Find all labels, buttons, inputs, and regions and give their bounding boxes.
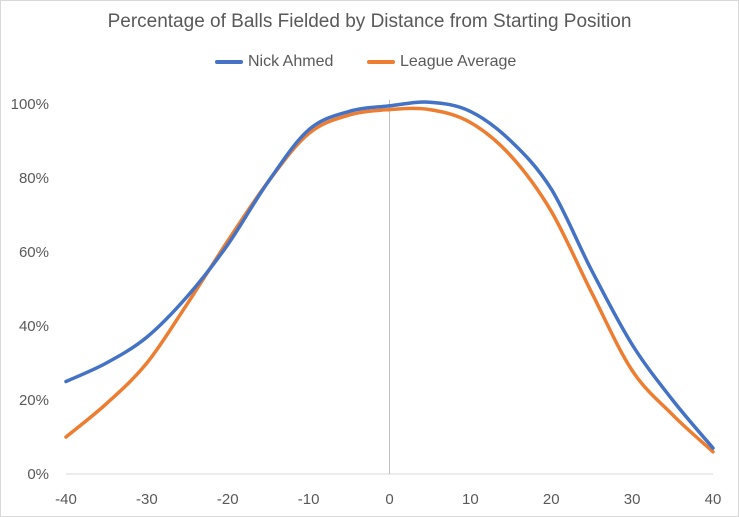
x-tick-label: -40 [55,491,77,508]
x-tick-label: -20 [217,491,239,508]
legend-item-league-average: League Average [367,52,516,72]
y-tick-label: 100% [11,96,49,113]
series-line-league-average [64,106,715,454]
y-tick-label: 40% [19,318,49,335]
x-tick-label: -30 [136,491,158,508]
x-tick-label: 20 [543,491,560,508]
series-line-nick-ahmed [64,100,715,450]
legend-swatch-league-average [367,60,395,64]
x-tick-label: -10 [298,491,320,508]
x-tick-label: 30 [624,491,641,508]
y-tick-label: 0% [27,466,49,483]
chart-title: Percentage of Balls Fielded by Distance … [107,11,632,32]
x-tick-label: 0 [385,491,393,508]
legend-label-nick-ahmed: Nick Ahmed [248,53,334,70]
y-tick-label: 80% [19,170,49,187]
y-tick-label: 60% [19,244,49,261]
x-tick-label: 40 [705,491,722,508]
legend-label-league-average: League Average [400,53,517,70]
legend-swatch-nick-ahmed [215,60,243,64]
y-tick-label: 20% [19,392,49,409]
legend-item-nick-ahmed: Nick Ahmed [215,52,333,72]
x-tick-label: 10 [462,491,479,508]
